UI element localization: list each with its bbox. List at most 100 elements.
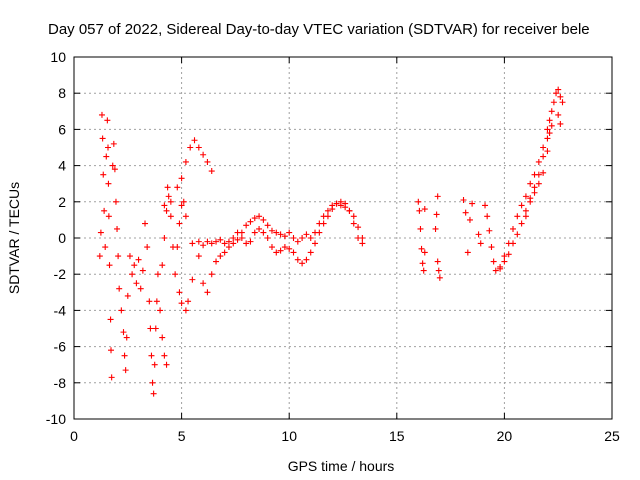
data-point (535, 180, 542, 187)
data-point (350, 213, 357, 220)
data-point (176, 220, 183, 227)
data-point (126, 253, 133, 260)
data-point (115, 253, 122, 260)
data-point (316, 220, 323, 227)
data-point (217, 253, 224, 260)
data-point (208, 168, 215, 175)
data-point (531, 184, 538, 191)
data-point (273, 249, 280, 256)
data-point (189, 240, 196, 247)
data-point (415, 198, 422, 205)
data-point (555, 86, 562, 93)
data-point (477, 240, 484, 247)
data-point (256, 225, 263, 232)
data-point (109, 162, 116, 169)
data-point (557, 93, 564, 100)
data-point (185, 298, 192, 305)
data-point (286, 229, 293, 236)
data-point (213, 258, 220, 265)
data-point (108, 374, 115, 381)
data-point (518, 202, 525, 209)
data-point (208, 240, 215, 247)
data-point (294, 238, 301, 245)
data-point (303, 231, 310, 238)
data-point (434, 193, 441, 200)
data-point (129, 271, 136, 278)
data-point (225, 244, 232, 251)
data-point (123, 334, 130, 341)
data-point (230, 240, 237, 247)
x-tick-label: 15 (389, 428, 405, 444)
data-point (103, 153, 110, 160)
data-point (303, 256, 310, 263)
data-point (150, 390, 157, 397)
series-early-spikes (96, 111, 146, 381)
data-point (251, 229, 258, 236)
data-point (200, 280, 207, 287)
data-point (225, 238, 232, 245)
data-point (544, 135, 551, 142)
data-point (333, 200, 340, 207)
data-point (230, 235, 237, 241)
data-point (164, 184, 171, 191)
data-point (559, 99, 566, 106)
data-point (122, 367, 129, 374)
data-point (167, 198, 174, 205)
data-point (149, 379, 156, 386)
data-point (531, 189, 538, 196)
data-point (527, 198, 534, 205)
chart-title: Day 057 of 2022, Sidereal Day-to-day VTE… (48, 21, 590, 38)
data-point (264, 235, 271, 241)
series-mid-spikes (142, 184, 189, 397)
data-point (118, 307, 125, 314)
data-point (208, 271, 215, 278)
data-point (213, 238, 220, 245)
data-point (105, 213, 112, 220)
x-tick-label: 0 (70, 428, 78, 444)
x-tick-label: 20 (497, 428, 513, 444)
data-point (174, 184, 181, 191)
data-point (359, 240, 366, 247)
data-point (174, 244, 181, 251)
data-point (182, 307, 189, 314)
y-tick-label: -8 (54, 375, 67, 391)
y-tick-label: 2 (58, 194, 66, 210)
y-tick-label: 6 (58, 121, 66, 137)
data-point (497, 263, 504, 270)
data-point (546, 117, 553, 124)
data-point (110, 140, 117, 147)
data-point (421, 249, 428, 256)
data-point (460, 196, 467, 203)
data-point (165, 193, 172, 200)
data-point (251, 215, 258, 222)
data-point (200, 242, 207, 249)
data-point (484, 213, 491, 220)
data-point (548, 108, 555, 115)
data-point (139, 267, 146, 274)
data-point (527, 180, 534, 187)
data-point (550, 99, 557, 106)
data-point (466, 216, 473, 223)
x-axis-label: GPS time / hours (288, 458, 395, 474)
data-point (268, 244, 275, 251)
data-point (195, 238, 202, 245)
series-upper-arc (161, 137, 215, 209)
y-tick-label: -2 (54, 266, 67, 282)
data-point (417, 225, 424, 232)
data-point (146, 298, 153, 305)
data-point (147, 325, 154, 332)
data-point (101, 207, 108, 214)
data-point (522, 207, 529, 214)
data-point (238, 235, 245, 241)
data-point (418, 245, 425, 252)
data-point (535, 158, 542, 165)
data-point (142, 220, 149, 227)
data-point (204, 238, 211, 245)
data-point (195, 144, 202, 151)
y-tick-label: 0 (58, 230, 66, 246)
data-point (112, 198, 119, 205)
data-point (286, 245, 293, 252)
data-point (137, 285, 144, 292)
data-point (553, 90, 560, 97)
